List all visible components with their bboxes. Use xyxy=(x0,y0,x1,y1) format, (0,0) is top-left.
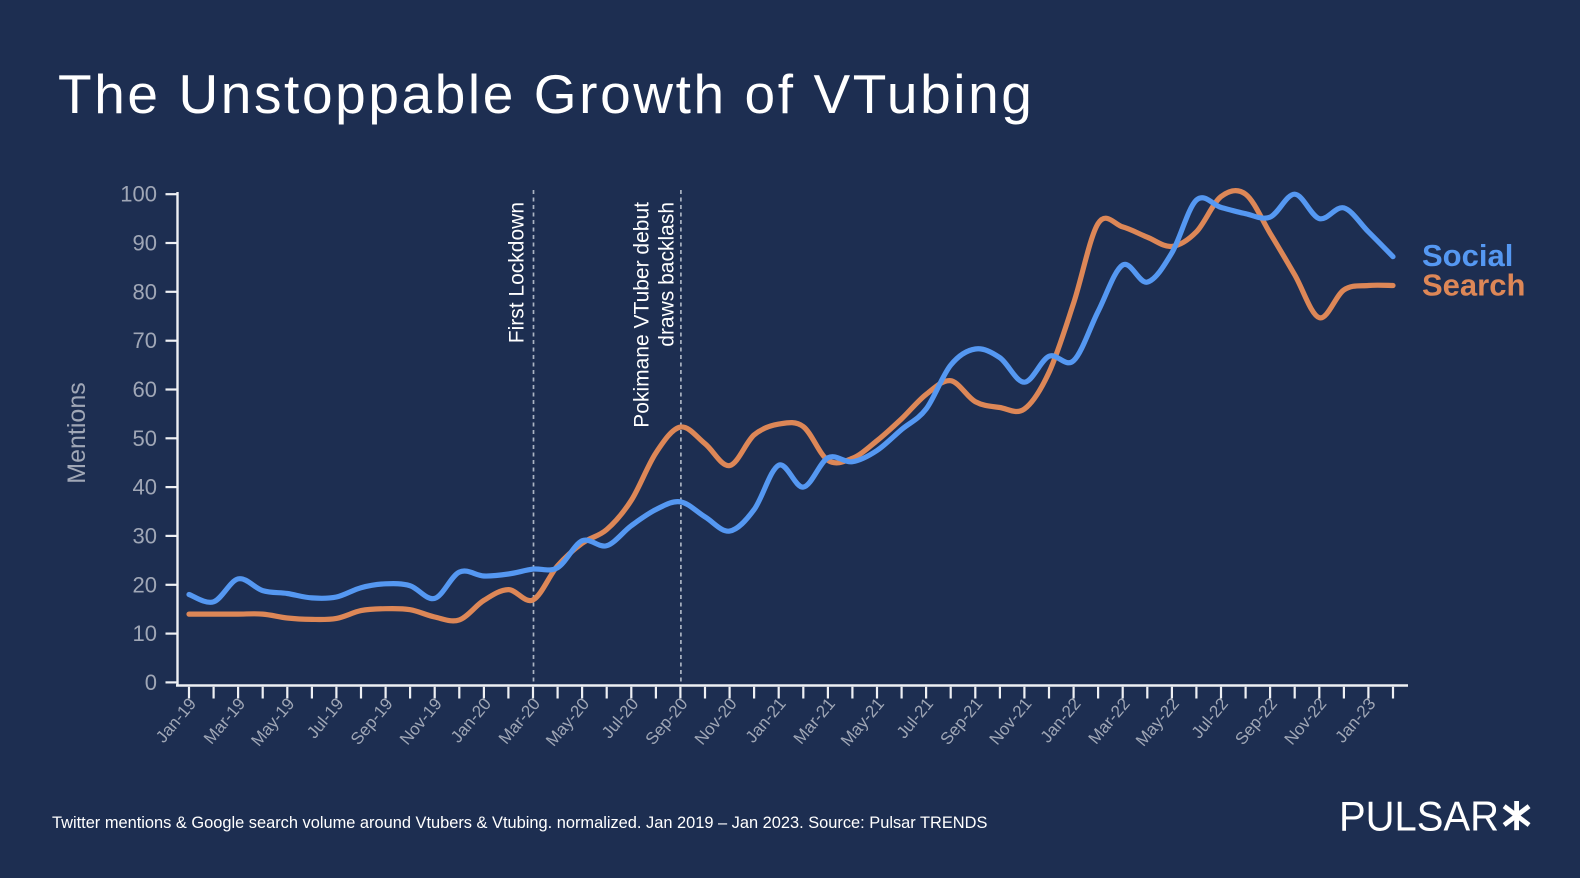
svg-text:Jul-19: Jul-19 xyxy=(303,694,347,742)
svg-text:Jul-20: Jul-20 xyxy=(598,694,642,742)
svg-text:Jan-22: Jan-22 xyxy=(1037,694,1085,746)
svg-text:Jan-20: Jan-20 xyxy=(447,694,495,746)
svg-text:May-21: May-21 xyxy=(837,694,888,750)
svg-text:PULSAR: PULSAR xyxy=(1339,793,1499,840)
svg-text:100: 100 xyxy=(120,182,157,207)
svg-text:Mentions: Mentions xyxy=(63,382,91,483)
svg-text:Jan-21: Jan-21 xyxy=(742,694,790,746)
svg-text:Nov-20: Nov-20 xyxy=(691,694,741,748)
svg-text:May-20: May-20 xyxy=(542,694,593,750)
svg-text:Sep-19: Sep-19 xyxy=(347,694,397,748)
svg-text:The Unstoppable Growth of VTub: The Unstoppable Growth of VTubing xyxy=(58,63,1035,125)
svg-text:Sep-20: Sep-20 xyxy=(642,694,692,748)
svg-text:Jul-21: Jul-21 xyxy=(893,694,937,742)
svg-text:May-22: May-22 xyxy=(1132,694,1183,750)
svg-text:Twitter mentions & Google sear: Twitter mentions & Google search volume … xyxy=(52,814,987,832)
svg-text:90: 90 xyxy=(133,231,157,256)
svg-text:60: 60 xyxy=(133,377,157,402)
svg-text:0: 0 xyxy=(145,670,157,695)
svg-text:Mar-22: Mar-22 xyxy=(1085,694,1134,747)
svg-text:Jan-23: Jan-23 xyxy=(1331,694,1379,746)
svg-text:10: 10 xyxy=(133,621,157,646)
svg-text:Mar-19: Mar-19 xyxy=(200,694,249,747)
svg-text:First Lockdown: First Lockdown xyxy=(506,202,529,343)
svg-text:Nov-22: Nov-22 xyxy=(1281,694,1331,748)
svg-text:50: 50 xyxy=(133,426,157,451)
svg-text:Search: Search xyxy=(1422,268,1525,303)
svg-text:Jul-22: Jul-22 xyxy=(1188,694,1232,742)
svg-text:80: 80 xyxy=(133,279,157,304)
svg-text:Nov-21: Nov-21 xyxy=(986,694,1036,748)
svg-text:Sep-22: Sep-22 xyxy=(1231,694,1281,748)
svg-text:Nov-19: Nov-19 xyxy=(396,694,446,748)
svg-text:20: 20 xyxy=(133,572,157,597)
svg-text:Jan-19: Jan-19 xyxy=(152,694,200,746)
svg-text:draws backlash: draws backlash xyxy=(656,202,679,347)
svg-text:Mar-21: Mar-21 xyxy=(790,694,839,747)
svg-text:70: 70 xyxy=(133,328,157,353)
svg-text:Sep-21: Sep-21 xyxy=(937,694,987,748)
svg-text:Pokimane VTuber debut: Pokimane VTuber debut xyxy=(631,202,654,428)
svg-text:40: 40 xyxy=(133,475,157,500)
svg-text:May-19: May-19 xyxy=(247,694,298,750)
svg-text:30: 30 xyxy=(133,523,157,548)
svg-text:Social: Social xyxy=(1422,238,1513,273)
svg-text:Mar-20: Mar-20 xyxy=(495,694,544,747)
